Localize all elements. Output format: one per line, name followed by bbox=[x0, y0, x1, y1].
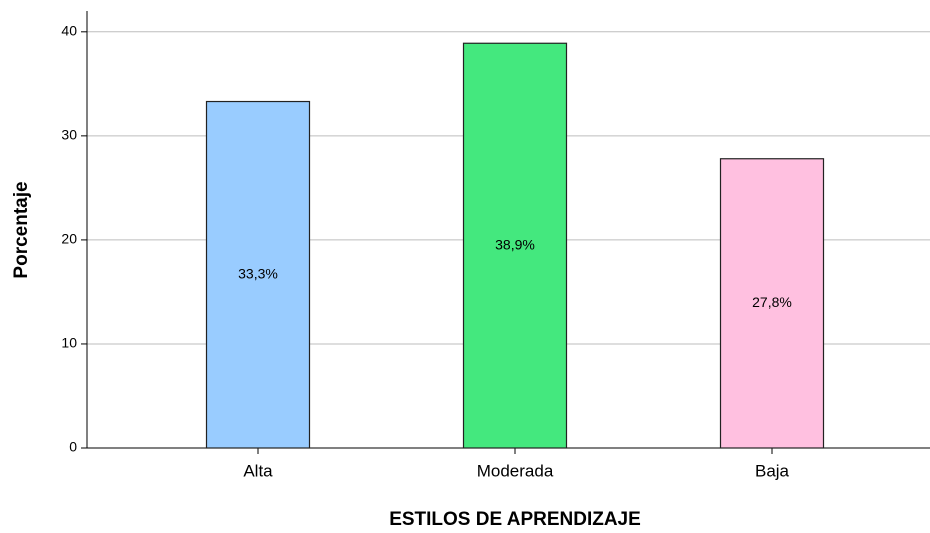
value-label: 38,9% bbox=[495, 236, 535, 252]
x-tick-label: Moderada bbox=[477, 461, 554, 480]
bar bbox=[719, 158, 825, 449]
value-label: 33,3% bbox=[238, 265, 278, 281]
y-tick-label: 30 bbox=[61, 127, 77, 143]
y-tick-label: 10 bbox=[61, 335, 77, 351]
y-tick-label: 20 bbox=[61, 231, 77, 247]
value-label: 27,8% bbox=[752, 294, 792, 310]
bar bbox=[462, 42, 568, 449]
x-tick-label: Alta bbox=[243, 461, 273, 480]
y-axis-title: Porcentaje bbox=[11, 181, 32, 278]
x-axis-title: ESTILOS DE APRENDIZAJE bbox=[389, 509, 641, 530]
x-tick-label: Baja bbox=[755, 461, 790, 480]
y-tick-label: 0 bbox=[69, 439, 77, 455]
bar bbox=[205, 100, 311, 449]
y-tick-label: 40 bbox=[61, 23, 77, 39]
